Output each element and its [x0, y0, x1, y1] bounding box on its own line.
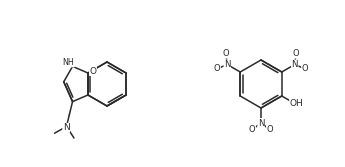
- Text: NH: NH: [63, 58, 75, 67]
- Text: N: N: [224, 60, 230, 69]
- Text: O: O: [249, 125, 256, 134]
- Text: O: O: [214, 64, 220, 73]
- Text: O: O: [302, 64, 308, 73]
- Text: O: O: [223, 49, 229, 58]
- Text: N: N: [292, 60, 298, 69]
- Text: N: N: [258, 119, 264, 127]
- Text: OH: OH: [290, 99, 303, 108]
- Text: O: O: [293, 49, 299, 58]
- Text: O: O: [89, 66, 97, 75]
- Text: N: N: [63, 123, 70, 132]
- Text: O: O: [266, 125, 273, 134]
